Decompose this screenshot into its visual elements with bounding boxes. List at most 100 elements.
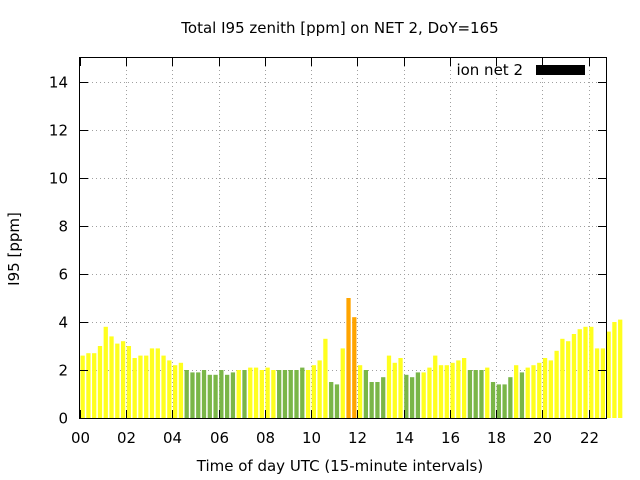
bar — [537, 362, 542, 418]
bar — [109, 336, 114, 418]
x-tick-label: 12 — [348, 429, 367, 447]
bar — [363, 370, 369, 418]
bar — [225, 374, 230, 418]
bar — [508, 377, 513, 418]
x-tick-label: 02 — [117, 429, 136, 447]
bar — [120, 341, 126, 418]
bar — [409, 377, 415, 418]
bar — [502, 384, 507, 418]
x-tick-label: 08 — [256, 429, 275, 447]
bar — [566, 341, 571, 418]
bar — [485, 367, 490, 418]
bar — [577, 329, 582, 418]
bar — [548, 360, 553, 418]
x-axis-label: Time of day UTC (15-minute intervals) — [196, 457, 483, 475]
bar — [144, 355, 149, 418]
bar — [369, 382, 374, 418]
plot-frame — [79, 57, 607, 419]
y-tick-label: 4 — [58, 314, 68, 332]
bar — [213, 374, 218, 418]
bar — [219, 370, 224, 418]
y-tick-label: 2 — [58, 362, 68, 380]
bar — [456, 360, 461, 418]
bar — [288, 370, 293, 418]
bar — [80, 355, 85, 418]
chart-title: Total I95 zenith [ppm] on NET 2, DoY=165 — [180, 19, 498, 37]
bar — [138, 355, 143, 418]
bar — [444, 365, 449, 418]
bar — [149, 348, 155, 418]
bar — [265, 367, 270, 418]
bar — [525, 367, 530, 418]
y-axis-label: I95 [ppm] — [5, 212, 23, 286]
y-tick-label: 8 — [58, 218, 68, 236]
bar — [253, 367, 259, 418]
bar — [375, 382, 380, 418]
bar — [294, 370, 299, 418]
y-tick-label: 6 — [58, 266, 68, 284]
bar — [340, 348, 345, 418]
legend: ion net 2 — [456, 61, 585, 79]
bar — [230, 372, 236, 418]
y-tick-label: 10 — [49, 170, 68, 188]
bar — [317, 360, 322, 418]
x-tick-label: 10 — [302, 429, 321, 447]
bars — [80, 298, 623, 418]
bar — [248, 367, 253, 418]
y-tick-label: 12 — [49, 122, 68, 140]
bar — [242, 370, 247, 418]
bar — [381, 377, 386, 418]
bar — [115, 343, 120, 418]
x-tick-label: 00 — [71, 429, 90, 447]
bar — [172, 365, 178, 418]
bar — [386, 355, 392, 418]
bar — [600, 348, 605, 418]
bar — [479, 370, 484, 418]
bar — [357, 365, 363, 418]
bar — [271, 370, 276, 418]
bar — [178, 362, 184, 418]
bar — [496, 384, 501, 418]
bar — [531, 365, 536, 418]
bar — [398, 358, 403, 418]
bar — [542, 358, 548, 418]
bar — [583, 326, 588, 418]
bar — [126, 346, 132, 418]
bar — [277, 370, 282, 418]
x-tick-label: 20 — [533, 429, 552, 447]
y-tick-label: 14 — [49, 74, 68, 92]
bar — [519, 372, 525, 418]
bar — [467, 370, 473, 418]
bar — [589, 326, 594, 418]
bar — [300, 367, 305, 418]
x-tick-label: 06 — [210, 429, 229, 447]
bar — [282, 370, 288, 418]
x-tick-label: 04 — [163, 429, 182, 447]
legend-swatch — [536, 65, 585, 75]
legend-label: ion net 2 — [456, 61, 523, 79]
bar — [323, 338, 328, 418]
bar — [554, 350, 559, 418]
bar — [421, 372, 426, 418]
bar — [612, 322, 617, 418]
bar — [196, 372, 201, 418]
bar — [490, 382, 496, 418]
bar — [438, 365, 444, 418]
grid-lines — [80, 58, 606, 418]
bar — [103, 326, 108, 418]
bar — [427, 367, 432, 418]
bar — [514, 365, 519, 418]
bar — [236, 370, 241, 418]
bar — [167, 360, 172, 418]
bar — [571, 334, 577, 418]
bar — [346, 298, 351, 418]
bar — [86, 353, 91, 418]
bar — [415, 372, 421, 418]
bar — [155, 348, 160, 418]
bar — [207, 374, 212, 418]
x-tick-label: 16 — [441, 429, 460, 447]
bar — [461, 358, 467, 418]
bar — [259, 370, 264, 418]
